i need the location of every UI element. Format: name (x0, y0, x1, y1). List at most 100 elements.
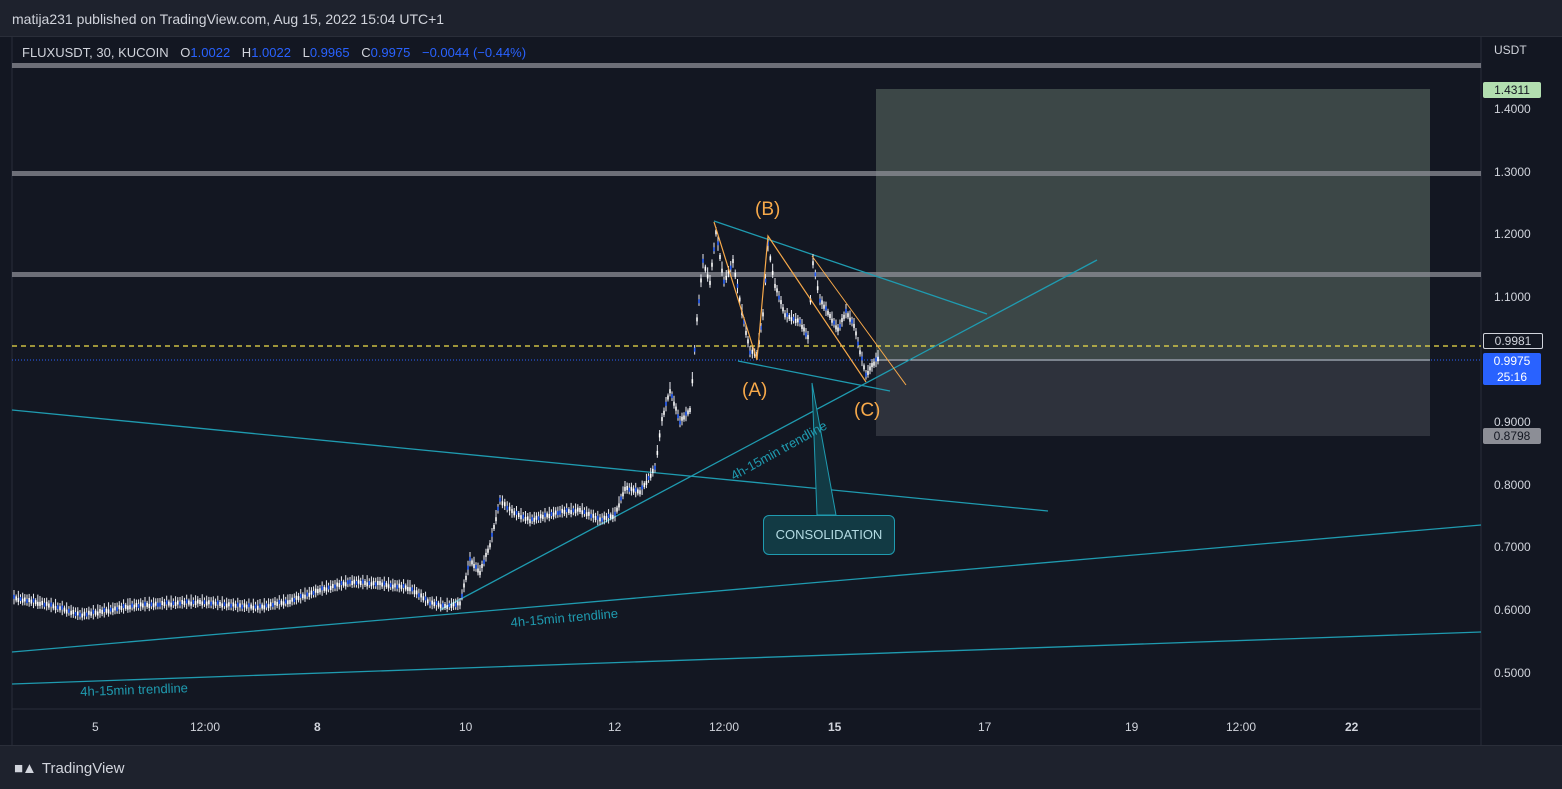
candle-body (34, 600, 37, 605)
candle-body (127, 605, 129, 610)
candle-body (293, 598, 296, 603)
candle-body (719, 255, 721, 259)
abc-wave-line[interactable] (713, 221, 867, 383)
candle-body (764, 278, 767, 283)
candle-body (706, 274, 709, 279)
stop-zone[interactable] (876, 359, 1430, 436)
candle-body (855, 331, 857, 336)
candle-body (76, 611, 79, 616)
publish-header: matija231 published on TradingView.com, … (0, 0, 1562, 37)
candle-body (338, 583, 341, 588)
rising-trendline[interactable] (439, 259, 1098, 611)
candle-body (74, 612, 77, 617)
candle-body (489, 543, 491, 548)
candle-body (479, 570, 481, 575)
candle-body (771, 270, 774, 275)
trendline-bottom[interactable] (11, 631, 1482, 685)
candle-body (398, 583, 401, 588)
candle-body (364, 581, 366, 585)
candle-body (723, 279, 725, 284)
candle-body (865, 372, 867, 377)
candle-body (116, 607, 118, 612)
candle-body (41, 600, 44, 605)
candle-body (576, 507, 579, 512)
candle-body (711, 262, 713, 267)
candle-body (639, 490, 641, 495)
price-tick: 0.7000 (1494, 540, 1531, 554)
candle-body (239, 603, 241, 608)
candle-body (762, 312, 764, 317)
candle-body (792, 316, 795, 321)
resistance-level-3[interactable] (12, 272, 1481, 277)
candle-body (118, 605, 121, 610)
candle-body (418, 593, 420, 598)
dotted-price-tag: 0.9981 (1483, 333, 1543, 349)
candle-body (557, 511, 559, 516)
candle-body (504, 502, 506, 507)
candle-body (433, 602, 436, 607)
candle-body (259, 603, 261, 608)
trendlines[interactable] (11, 220, 1482, 685)
candle-body (413, 590, 416, 595)
candle-body (221, 603, 224, 608)
wave-a-label[interactable]: (A) (742, 380, 768, 401)
candle-body (194, 601, 197, 606)
price-tick: 0.8000 (1494, 478, 1531, 492)
high-value: 1.0022 (251, 45, 291, 60)
currency-label[interactable]: USDT (1494, 43, 1527, 57)
candle-body (344, 582, 347, 587)
resistance-level-2[interactable] (12, 171, 1481, 176)
candle-body (317, 589, 319, 594)
candle-body (491, 532, 493, 537)
candle-body (394, 583, 396, 588)
candle-body (829, 314, 831, 318)
candle-body (515, 510, 518, 515)
candle-body (276, 601, 278, 606)
wedge-lower-line[interactable] (737, 360, 891, 392)
candle-body (210, 601, 212, 606)
descending-trendline[interactable] (11, 409, 1049, 512)
symbol-name[interactable]: FLUXUSDT, 30, KUCOIN (22, 45, 169, 60)
resistance-level-1[interactable] (12, 63, 1481, 68)
price-tick: 0.5000 (1494, 666, 1531, 680)
candle-body (548, 514, 551, 519)
wave-b-label[interactable]: (B) (755, 199, 781, 220)
candle-body (531, 517, 533, 522)
candle-body (805, 332, 807, 337)
candle-body (329, 586, 332, 591)
candle-body (269, 602, 272, 607)
candlestick-series[interactable] (13, 227, 879, 621)
trendline-lower[interactable] (11, 524, 1482, 653)
candle-body (252, 605, 255, 610)
candle-body (323, 586, 326, 591)
target-zone[interactable] (876, 89, 1430, 359)
candle-body (181, 599, 184, 604)
candle-body (13, 594, 15, 599)
candle-body (857, 341, 859, 346)
candle-body (520, 515, 522, 520)
candle-body (727, 269, 730, 274)
consolidation-callout[interactable]: CONSOLIDATION (763, 515, 895, 555)
candle-body (517, 513, 520, 517)
candle-body (295, 595, 298, 600)
time-tick: 12:00 (1226, 720, 1257, 734)
wedge-upper-line[interactable] (713, 220, 988, 315)
candle-body (725, 275, 728, 280)
candle-body (506, 505, 508, 510)
candle-body (632, 488, 635, 493)
tradingview-logo[interactable]: ■▲ TradingView (14, 760, 124, 777)
candle-body (794, 318, 797, 323)
candle-body (647, 475, 650, 480)
candle-body (497, 506, 499, 511)
candle-body (849, 317, 851, 322)
wave-c-label[interactable]: (C) (854, 400, 881, 421)
candle-body (841, 318, 843, 323)
candle-body (679, 420, 681, 425)
candle-body (435, 601, 438, 606)
candle-body (362, 579, 364, 584)
candle-body (319, 588, 321, 593)
wave-channel-line[interactable] (811, 255, 907, 386)
candle-body (863, 365, 865, 370)
price-tick: 1.3000 (1494, 165, 1531, 179)
